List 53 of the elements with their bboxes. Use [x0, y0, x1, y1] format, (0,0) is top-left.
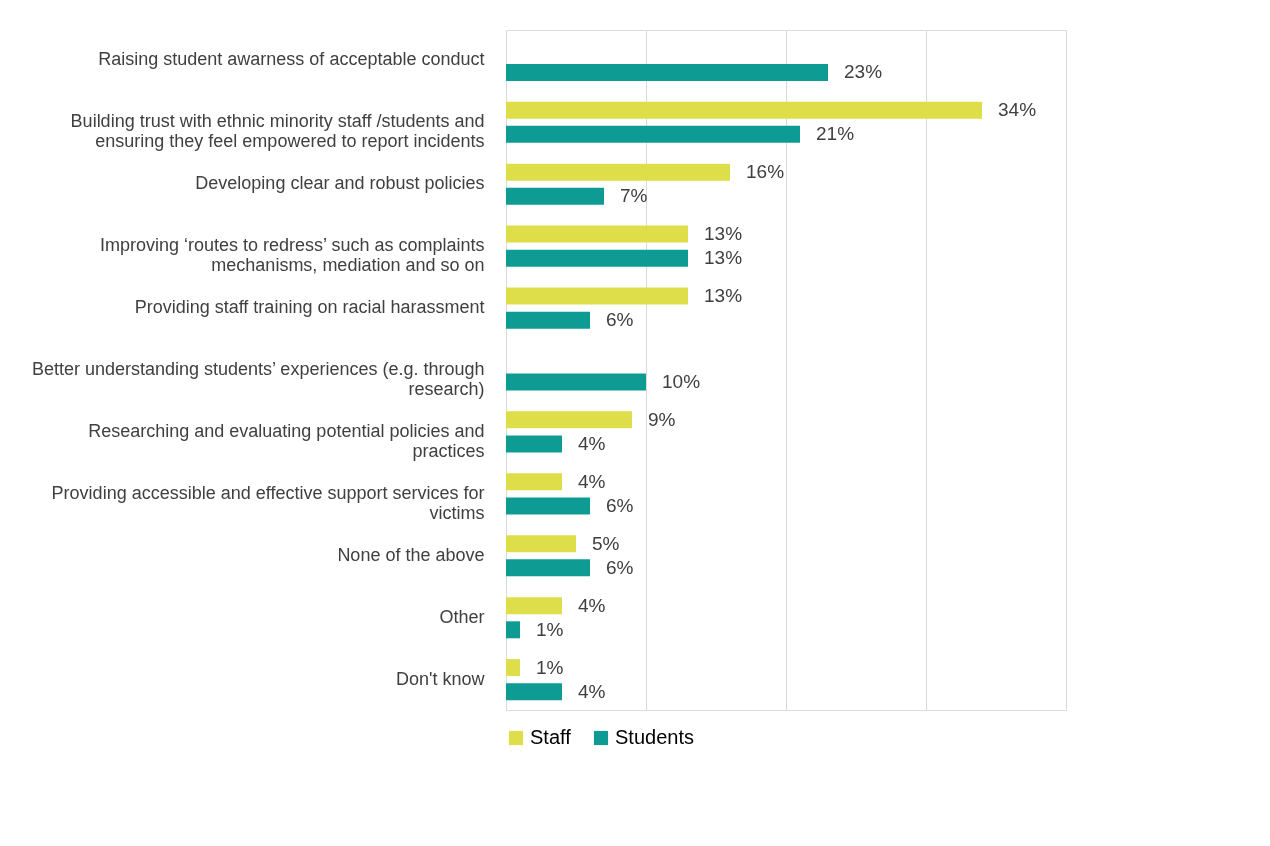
bar — [506, 287, 688, 305]
data-label: 23% — [844, 61, 883, 83]
bar — [506, 535, 576, 553]
y-tick-label: Raising student awarness of acceptable conduct — [98, 49, 485, 70]
bar — [506, 187, 604, 205]
data-label: 13% — [704, 284, 743, 306]
data-label: 10% — [662, 371, 701, 393]
y-tick-label: Better understanding students’ experiences (e.g. through research) — [31, 359, 485, 399]
data-label: 6% — [606, 556, 634, 578]
bar — [506, 597, 562, 615]
y-tick-label: Other — [439, 606, 485, 627]
data-label: 21% — [816, 123, 855, 145]
bar — [506, 497, 590, 515]
data-label: 5% — [592, 532, 620, 554]
bar — [506, 435, 562, 453]
y-tick-label: Improving ‘routes to redress’ such as complaints mechanisms, mediation and so on — [100, 235, 485, 276]
bar — [506, 373, 646, 391]
y-tick-label: Providing accessible and effective support services for victims — [51, 482, 485, 523]
bar — [506, 683, 562, 701]
bar — [506, 225, 688, 243]
bar — [506, 249, 688, 267]
data-label: 4% — [578, 470, 606, 492]
y-tick-label: Researching and evaluating potential policies and practices — [88, 420, 485, 461]
bar — [506, 311, 590, 329]
bar — [506, 63, 828, 81]
data-label: 13% — [704, 223, 743, 245]
data-label: 1% — [536, 656, 564, 678]
bar — [506, 125, 800, 143]
bar — [506, 559, 590, 577]
data-label: 1% — [536, 618, 564, 640]
data-label: 9% — [648, 408, 676, 430]
bar — [506, 473, 562, 491]
data-label: 7% — [620, 185, 648, 207]
y-tick-label: Building trust with ethnic minority staff /students and ensuring they feel empowered to report incidents — [70, 111, 485, 152]
data-label: 4% — [578, 594, 606, 616]
data-label: 6% — [606, 309, 634, 331]
data-label: 4% — [578, 680, 606, 702]
bar — [506, 411, 632, 429]
data-label: 6% — [606, 494, 634, 516]
bar — [506, 659, 520, 677]
bar — [506, 163, 730, 181]
y-tick-label: Developing clear and robust policies — [195, 173, 485, 194]
bar — [506, 621, 520, 639]
data-label: 34% — [998, 99, 1037, 121]
data-label: 13% — [704, 247, 743, 269]
legend-label: Staff — [530, 726, 572, 748]
data-label: 16% — [746, 161, 785, 183]
legend-label: Students — [615, 726, 694, 748]
y-tick-label: Providing staff training on racial harassment — [134, 297, 485, 318]
y-tick-label: Don't know — [396, 668, 486, 689]
bar — [506, 101, 982, 119]
data-label: 4% — [578, 433, 606, 455]
y-tick-label: None of the above — [337, 544, 485, 565]
